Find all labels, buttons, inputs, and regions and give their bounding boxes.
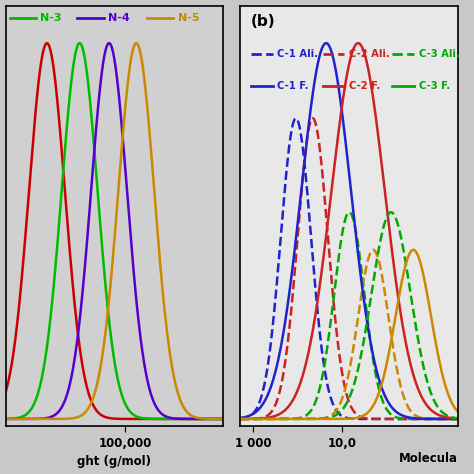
Text: C-1 Ali.: C-1 Ali.	[277, 49, 318, 59]
Text: N-4: N-4	[108, 13, 130, 23]
Text: (b): (b)	[251, 14, 275, 29]
Text: C-1 F.: C-1 F.	[277, 81, 309, 91]
Text: N-5: N-5	[178, 13, 199, 23]
Text: C-2 F.: C-2 F.	[349, 81, 380, 91]
X-axis label: ght (g/mol): ght (g/mol)	[77, 456, 152, 468]
Text: C-2 Ali.: C-2 Ali.	[349, 49, 390, 59]
X-axis label: Molecula: Molecula	[399, 452, 458, 465]
Text: C-3 F.: C-3 F.	[419, 81, 450, 91]
Text: C-3 Ali.: C-3 Ali.	[419, 49, 459, 59]
Text: N-3: N-3	[40, 13, 62, 23]
